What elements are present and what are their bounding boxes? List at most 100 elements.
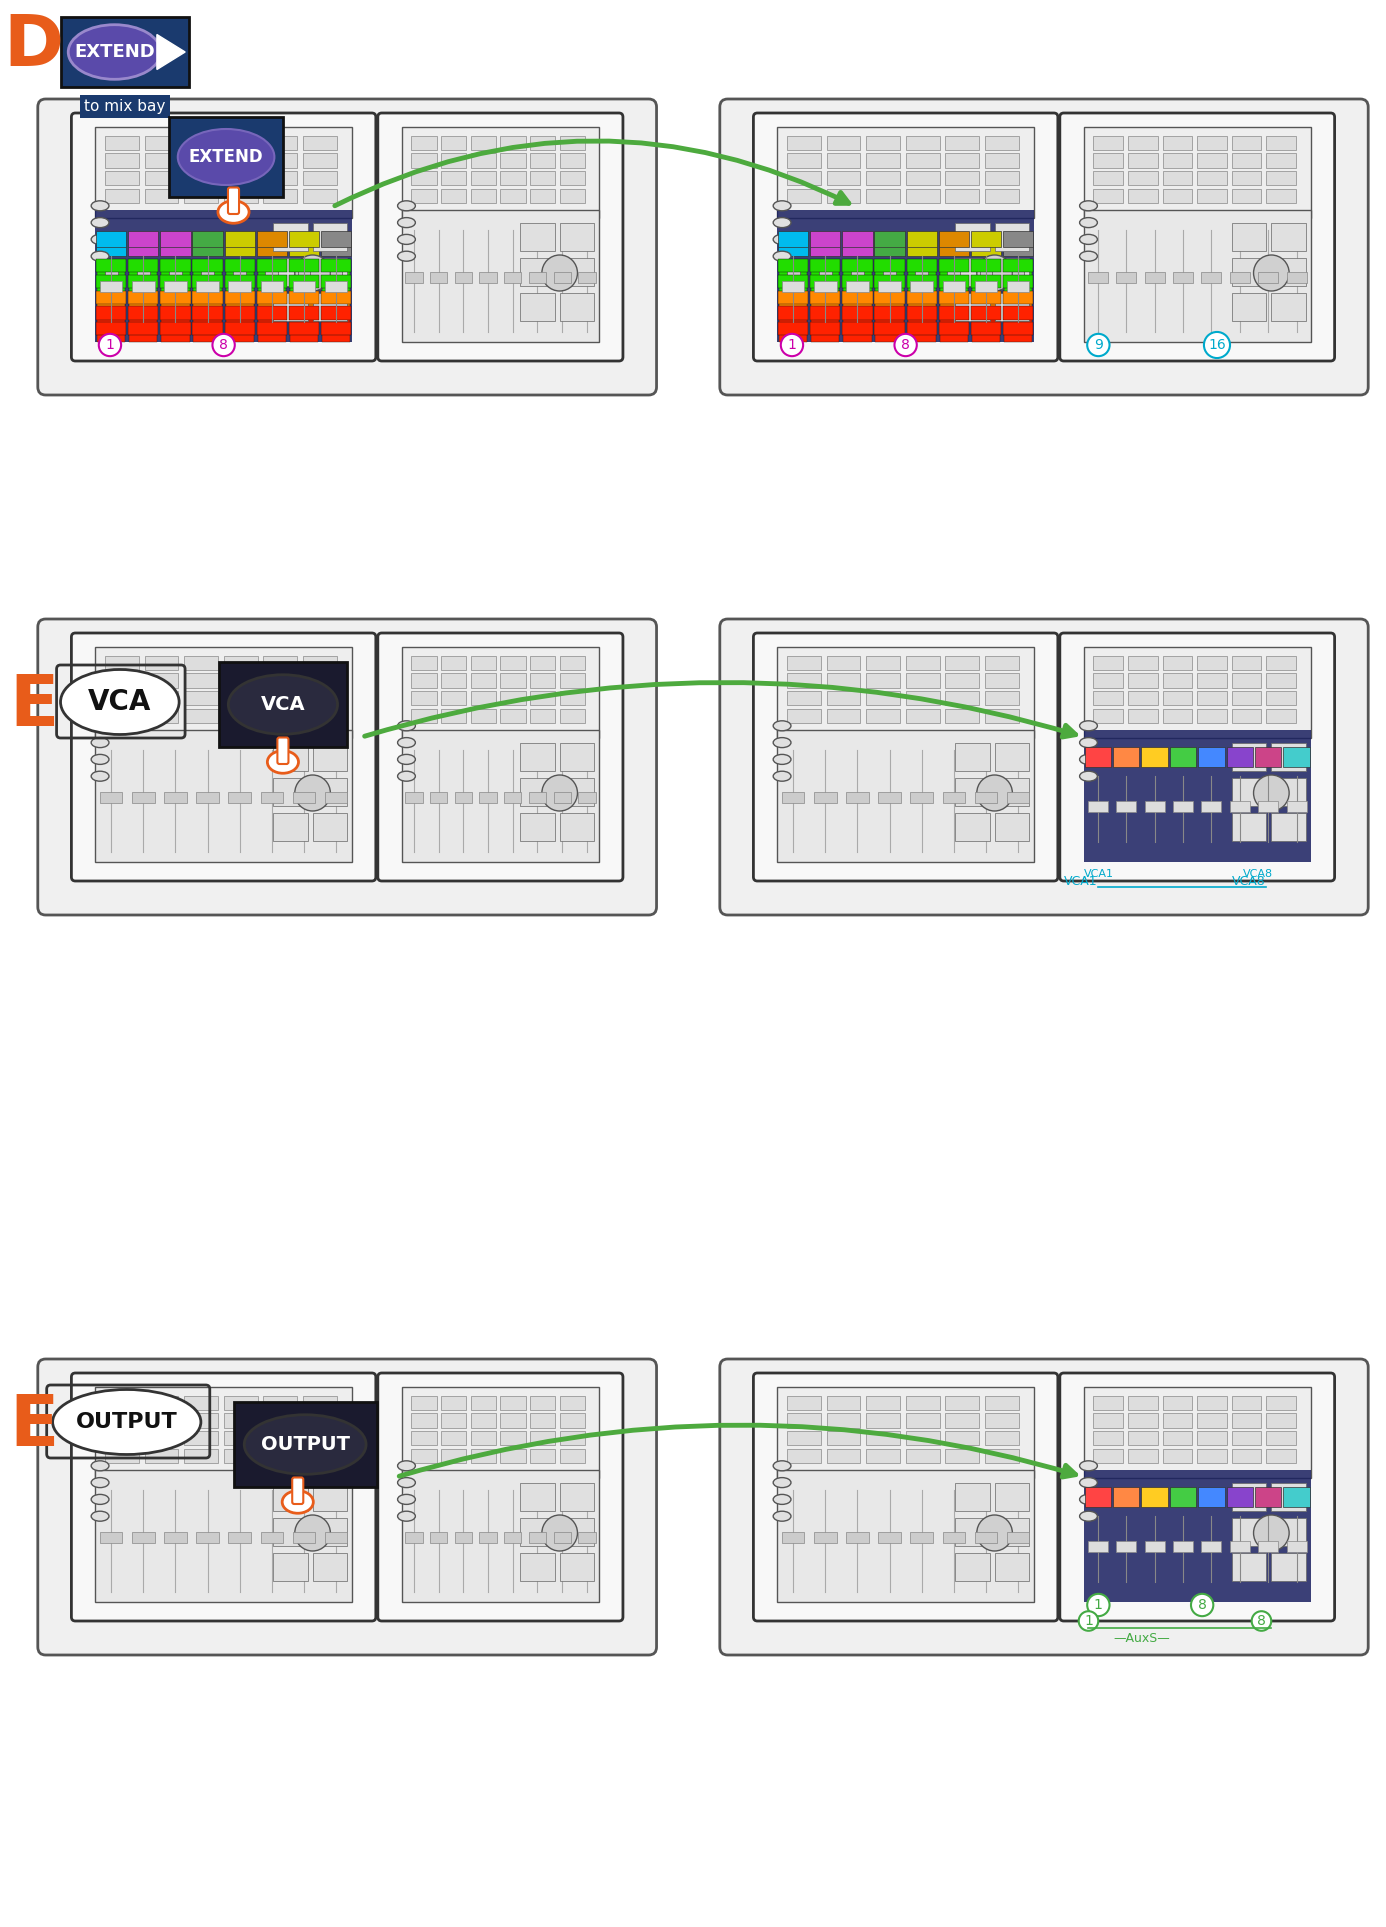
Bar: [1170, 1488, 1196, 1507]
Bar: [945, 1395, 979, 1411]
Bar: [184, 1449, 218, 1463]
Bar: [811, 258, 840, 272]
Bar: [500, 135, 525, 150]
Bar: [1128, 154, 1157, 168]
Bar: [273, 293, 308, 322]
Bar: [984, 673, 1019, 688]
Bar: [97, 297, 125, 310]
Bar: [402, 1470, 599, 1601]
Bar: [945, 189, 979, 202]
Ellipse shape: [91, 771, 109, 780]
Text: —AuxS—: —AuxS—: [1113, 1632, 1170, 1646]
Bar: [1229, 802, 1250, 811]
Bar: [945, 172, 979, 185]
Bar: [875, 291, 905, 304]
Bar: [578, 272, 596, 283]
Bar: [161, 297, 190, 310]
Bar: [1232, 673, 1261, 688]
Bar: [161, 306, 190, 320]
Bar: [1232, 1518, 1267, 1545]
Bar: [225, 306, 255, 320]
Ellipse shape: [398, 251, 416, 262]
Bar: [970, 322, 1001, 335]
Bar: [1232, 172, 1261, 185]
Bar: [1113, 1488, 1139, 1507]
Bar: [193, 322, 223, 335]
Bar: [144, 709, 179, 723]
Bar: [955, 1553, 990, 1580]
Text: 8: 8: [1198, 1597, 1207, 1613]
Bar: [500, 1449, 525, 1463]
Bar: [105, 154, 139, 168]
Bar: [905, 709, 940, 723]
Bar: [97, 281, 125, 295]
Bar: [1003, 258, 1033, 272]
Bar: [290, 297, 317, 310]
Bar: [1084, 748, 1112, 767]
Bar: [313, 258, 346, 285]
Bar: [787, 692, 821, 705]
Bar: [1094, 1395, 1123, 1411]
Bar: [984, 1395, 1019, 1411]
Bar: [984, 1432, 1019, 1445]
Bar: [263, 692, 297, 705]
Text: E: E: [10, 673, 58, 742]
Bar: [787, 172, 821, 185]
Bar: [955, 224, 990, 251]
Bar: [169, 262, 182, 303]
Bar: [876, 281, 904, 295]
Bar: [223, 673, 258, 688]
Bar: [405, 792, 423, 804]
Bar: [876, 312, 904, 326]
Text: OUTPUT: OUTPUT: [261, 1436, 349, 1455]
Bar: [225, 231, 255, 247]
Bar: [402, 210, 599, 341]
Bar: [970, 306, 1001, 320]
Text: 8: 8: [219, 337, 229, 353]
Bar: [945, 1412, 979, 1428]
Bar: [905, 1449, 940, 1463]
Bar: [578, 792, 596, 804]
Bar: [995, 744, 1030, 771]
Bar: [811, 241, 840, 256]
FancyBboxPatch shape: [754, 632, 1058, 881]
Bar: [441, 1449, 467, 1463]
Bar: [778, 647, 1034, 738]
Bar: [974, 792, 997, 804]
Bar: [955, 744, 990, 771]
Bar: [258, 330, 286, 341]
Bar: [787, 709, 821, 723]
Ellipse shape: [1080, 1461, 1098, 1470]
Ellipse shape: [773, 771, 791, 780]
Bar: [273, 224, 308, 251]
Bar: [288, 241, 319, 256]
Circle shape: [295, 1515, 330, 1551]
Bar: [313, 813, 346, 840]
Bar: [105, 1432, 139, 1445]
Bar: [1271, 293, 1306, 322]
Bar: [96, 210, 352, 341]
Bar: [1128, 172, 1157, 185]
Bar: [1094, 655, 1123, 671]
Bar: [193, 258, 223, 272]
FancyBboxPatch shape: [219, 663, 346, 748]
Bar: [184, 692, 218, 705]
Bar: [292, 281, 315, 291]
Bar: [778, 1387, 1034, 1478]
Bar: [430, 792, 448, 804]
Bar: [529, 135, 556, 150]
Bar: [984, 1412, 1019, 1428]
Bar: [843, 306, 873, 320]
Bar: [843, 281, 872, 295]
FancyBboxPatch shape: [378, 1374, 622, 1621]
Ellipse shape: [1080, 1511, 1098, 1520]
Bar: [105, 262, 118, 303]
Bar: [161, 312, 190, 326]
Bar: [258, 312, 286, 326]
Bar: [261, 1532, 283, 1544]
Ellipse shape: [1080, 200, 1098, 210]
Bar: [945, 154, 979, 168]
Bar: [995, 779, 1030, 805]
Bar: [940, 312, 967, 326]
Bar: [273, 1518, 308, 1545]
